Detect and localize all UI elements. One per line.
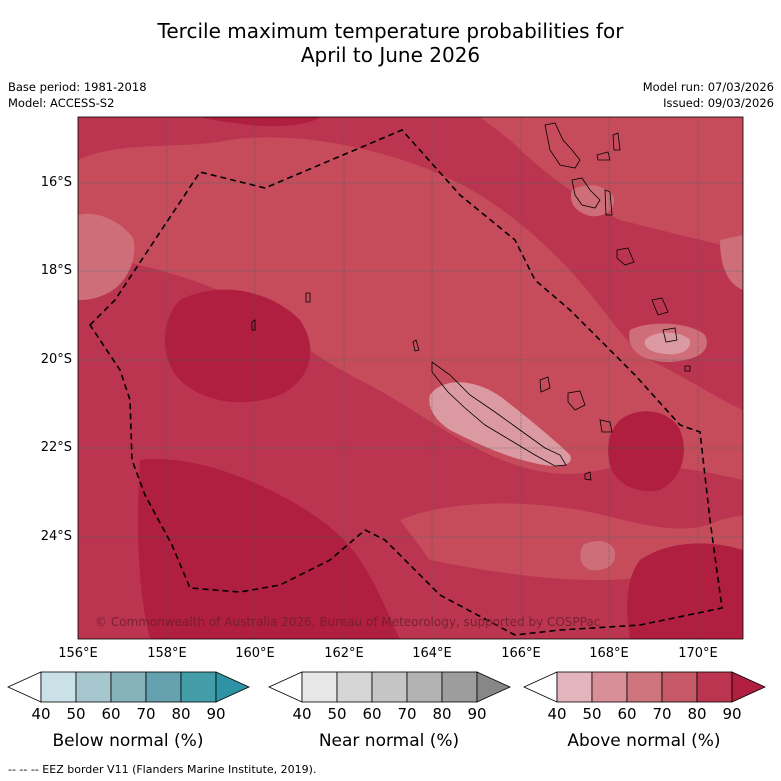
colorbar-above-max-arrow (731, 671, 766, 703)
colorbar-below-normal (7, 671, 250, 703)
colorbar-near-segment (406, 671, 443, 703)
colorbar-above-segment (661, 671, 698, 703)
base-period: Base period: 1981-2018 (8, 80, 147, 94)
colorbar-near-tick: 40 (292, 705, 312, 723)
lon-label-158e: 158°E (147, 646, 187, 661)
colorbar-near-segment (441, 671, 478, 703)
new-caledonia-coastline (431, 361, 567, 467)
region-above-60-70-north (570, 185, 615, 217)
lat-label-18s: 18°S (40, 263, 72, 278)
colorbar-title-below: Below normal (%) (52, 731, 204, 751)
region-above-50-60-islands (644, 332, 691, 355)
colorbar-below-tick: 40 (31, 705, 51, 723)
colorbar-below-tick: 80 (171, 705, 191, 723)
colorbar-below-segment (145, 671, 182, 703)
model-name: Model: ACCESS-S2 (8, 96, 115, 110)
lat-label-16s: 16°S (40, 175, 72, 190)
lat-label-24s: 24°S (40, 529, 72, 544)
colorbar-above-normal (523, 671, 766, 703)
colorbar-below-tick: 90 (206, 705, 226, 723)
colorbar-near-normal (268, 671, 511, 703)
colorbar-above-segment (556, 671, 593, 703)
region-above-90-north (200, 117, 320, 127)
colorbar-below-segment (40, 671, 77, 703)
vanuatu-coastline (544, 122, 691, 372)
colorbar-near-tick: 90 (467, 705, 487, 723)
region-above-90-west (165, 289, 311, 403)
colorbar-below-min-arrow (7, 671, 42, 703)
colorbar-above-tick: 50 (582, 705, 602, 723)
colorbar-above-min-arrow (523, 671, 558, 703)
colorbar-title-near: Near normal (%) (318, 731, 460, 751)
region-above-90-southwest (138, 459, 400, 639)
colorbar-below-segment (180, 671, 217, 703)
region-above-70-80-north (480, 117, 743, 250)
colorbar-below-segment (75, 671, 112, 703)
colorbar-above-tick: 70 (652, 705, 672, 723)
map-frame (77, 116, 744, 640)
probability-map: © Commonwealth of Australia 2026, Bureau… (78, 117, 743, 639)
lon-label-160e: 160°E (235, 646, 275, 661)
eez-footer-note: -- -- -- EEZ border V11 (Flanders Marine… (8, 763, 317, 776)
colorbar-above-tick: 80 (687, 705, 707, 723)
issued-date: Issued: 09/03/2026 (663, 96, 774, 110)
colorbar-near-segment (336, 671, 373, 703)
region-above-90-southeast (627, 543, 743, 639)
copyright-notice: © Commonwealth of Australia 2026, Bureau… (95, 615, 600, 629)
colorbar-above-tick: 40 (547, 705, 567, 723)
colorbar-below-segment (110, 671, 147, 703)
model-run: Model run: 07/03/2026 (642, 80, 774, 94)
colorbar-near-tick: 50 (327, 705, 347, 723)
loyalty-islands-coastline (539, 376, 613, 433)
colorbar-near-tick: 80 (432, 705, 452, 723)
colorbar-near-tick: 60 (362, 705, 382, 723)
colorbar-above-tick: 90 (722, 705, 742, 723)
lon-label-166e: 166°E (501, 646, 541, 661)
region-above-60-70-west (78, 213, 135, 300)
colorbar-near-min-arrow (268, 671, 303, 703)
region-above-60-70-south (580, 540, 616, 571)
colorbar-near-segment (371, 671, 408, 703)
ouvea-coastline (584, 471, 592, 481)
colorbar-below-tick: 70 (136, 705, 156, 723)
colorbar-below-max-arrow (215, 671, 250, 703)
region-above-70-80-central (78, 137, 743, 480)
lon-label-168e: 168°E (589, 646, 629, 661)
colorbar-above-tick: 60 (617, 705, 637, 723)
colorbar-above-segment (696, 671, 733, 703)
map-title-line2: April to June 2026 (300, 43, 481, 67)
lon-label-164e: 164°E (412, 646, 452, 661)
graticule (78, 117, 743, 639)
colorbar-title-above: Above normal (%) (567, 731, 721, 751)
eez-border (88, 129, 723, 636)
colorbar-below-tick: 50 (66, 705, 86, 723)
colorbar-near-tick: 70 (397, 705, 417, 723)
region-above-60-70-east (720, 235, 743, 290)
colorbar-near-segment (301, 671, 338, 703)
region-above-50-60-new-caledonia (429, 382, 571, 466)
lon-label-156e: 156°E (58, 646, 98, 661)
colorbar-above-segment (626, 671, 663, 703)
small-islets (251, 292, 420, 352)
colorbar-near-max-arrow (476, 671, 511, 703)
region-above-90-east (608, 411, 684, 492)
lat-label-22s: 22°S (40, 440, 72, 455)
lon-label-162e: 162°E (324, 646, 364, 661)
map-title-line1: Tercile maximum temperature probabilitie… (157, 19, 624, 43)
lat-label-20s: 20°S (40, 352, 72, 367)
colorbar-below-tick: 60 (101, 705, 121, 723)
colorbar-above-segment (591, 671, 628, 703)
lon-label-170e: 170°E (678, 646, 718, 661)
